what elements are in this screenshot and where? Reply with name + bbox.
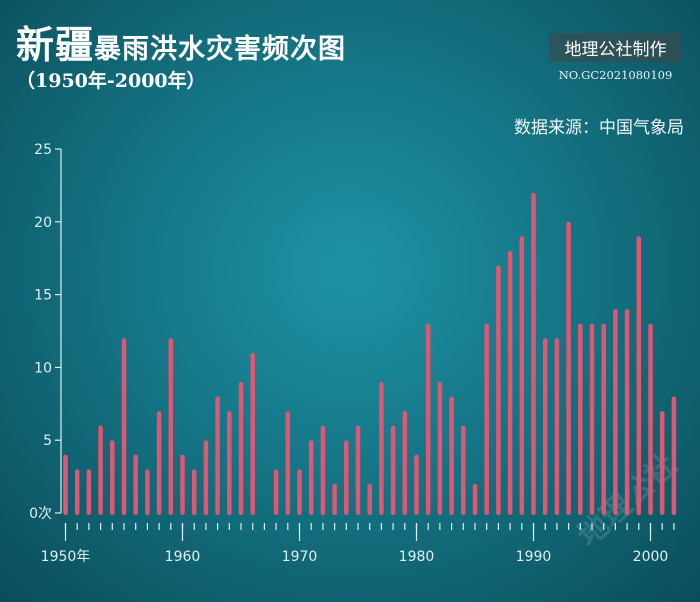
bar-1950 (63, 454, 68, 515)
bar-1980 (414, 454, 419, 515)
y-tick-label: 5 (43, 433, 52, 449)
bar-1993 (566, 221, 571, 516)
bar-1953 (98, 425, 103, 515)
bar-1986 (484, 323, 489, 515)
bar-1985 (472, 483, 478, 515)
bar-1952 (86, 469, 92, 515)
x-tick-label: 1950年 (41, 549, 91, 565)
bar-1969 (285, 411, 291, 515)
x-tick-label: 1980 (399, 549, 435, 565)
y-tick-label: 0次 (29, 506, 52, 522)
bar-1962 (203, 440, 209, 515)
x-tick-label: 1960 (165, 549, 201, 565)
bar-1963 (215, 396, 220, 515)
bar-1987 (496, 265, 501, 515)
bar-1989 (519, 236, 525, 516)
bar-1972 (320, 425, 326, 515)
title-region: 新疆 (16, 22, 95, 67)
bar-1997 (613, 309, 618, 515)
bar-1965 (238, 381, 244, 515)
bar-1996 (601, 323, 606, 515)
bar-1958 (156, 411, 162, 515)
chart-subtitle: （1950年-2000年） (16, 70, 206, 92)
bar-1995 (589, 323, 595, 515)
y-tick-label: 15 (34, 288, 52, 304)
bar-1970 (297, 469, 302, 515)
bar-1998 (624, 309, 630, 515)
bar-1976 (367, 483, 372, 515)
bar-1974 (344, 440, 349, 515)
bar-1955 (121, 338, 127, 515)
data-source: 数据来源：中国气象局 (514, 118, 684, 138)
bar-1994 (578, 323, 583, 515)
x-tick-label: 1970 (282, 549, 318, 565)
bar-1957 (145, 469, 150, 515)
bar-1954 (110, 440, 115, 515)
chart-title: 新疆暴雨洪水灾害频次图 (16, 14, 346, 69)
bar-1979 (402, 411, 408, 515)
bar-1951 (74, 469, 80, 515)
title-text: 暴雨洪水灾害频次图 (94, 34, 347, 65)
x-tick-label: 1990 (516, 549, 552, 565)
bar-1959 (168, 338, 174, 515)
bar-1964 (227, 411, 232, 515)
bar-1956 (133, 454, 138, 515)
y-tick-label: 10 (34, 360, 52, 376)
bar-2002 (671, 396, 677, 515)
bar-1966 (250, 352, 255, 515)
brand-badge: 地理公社制作 (549, 33, 682, 62)
bar-1984 (461, 425, 466, 515)
y-tick-label: 25 (34, 142, 52, 158)
bar-1982 (437, 381, 443, 515)
y-tick-label: 20 (34, 215, 52, 231)
bar-1973 (332, 483, 337, 515)
bar-1988 (507, 250, 513, 516)
bar-1999 (636, 236, 642, 516)
bar-1961 (191, 469, 197, 515)
bar-1971 (308, 440, 314, 515)
brand-code: NO.GC2021080109 (558, 68, 673, 82)
bar-1981 (425, 323, 431, 515)
bar-1983 (449, 396, 454, 515)
bar-1990 (531, 192, 536, 515)
bar-1992 (554, 338, 560, 515)
bar-1977 (379, 381, 384, 515)
x-tick-label: 2000 (633, 549, 669, 565)
bar-1978 (390, 425, 396, 515)
bar-1968 (273, 469, 279, 515)
bar-2001 (659, 411, 665, 515)
bar-1975 (355, 425, 361, 515)
bar-2000 (648, 323, 653, 515)
bar-1960 (180, 454, 185, 515)
bar-1991 (542, 338, 548, 515)
